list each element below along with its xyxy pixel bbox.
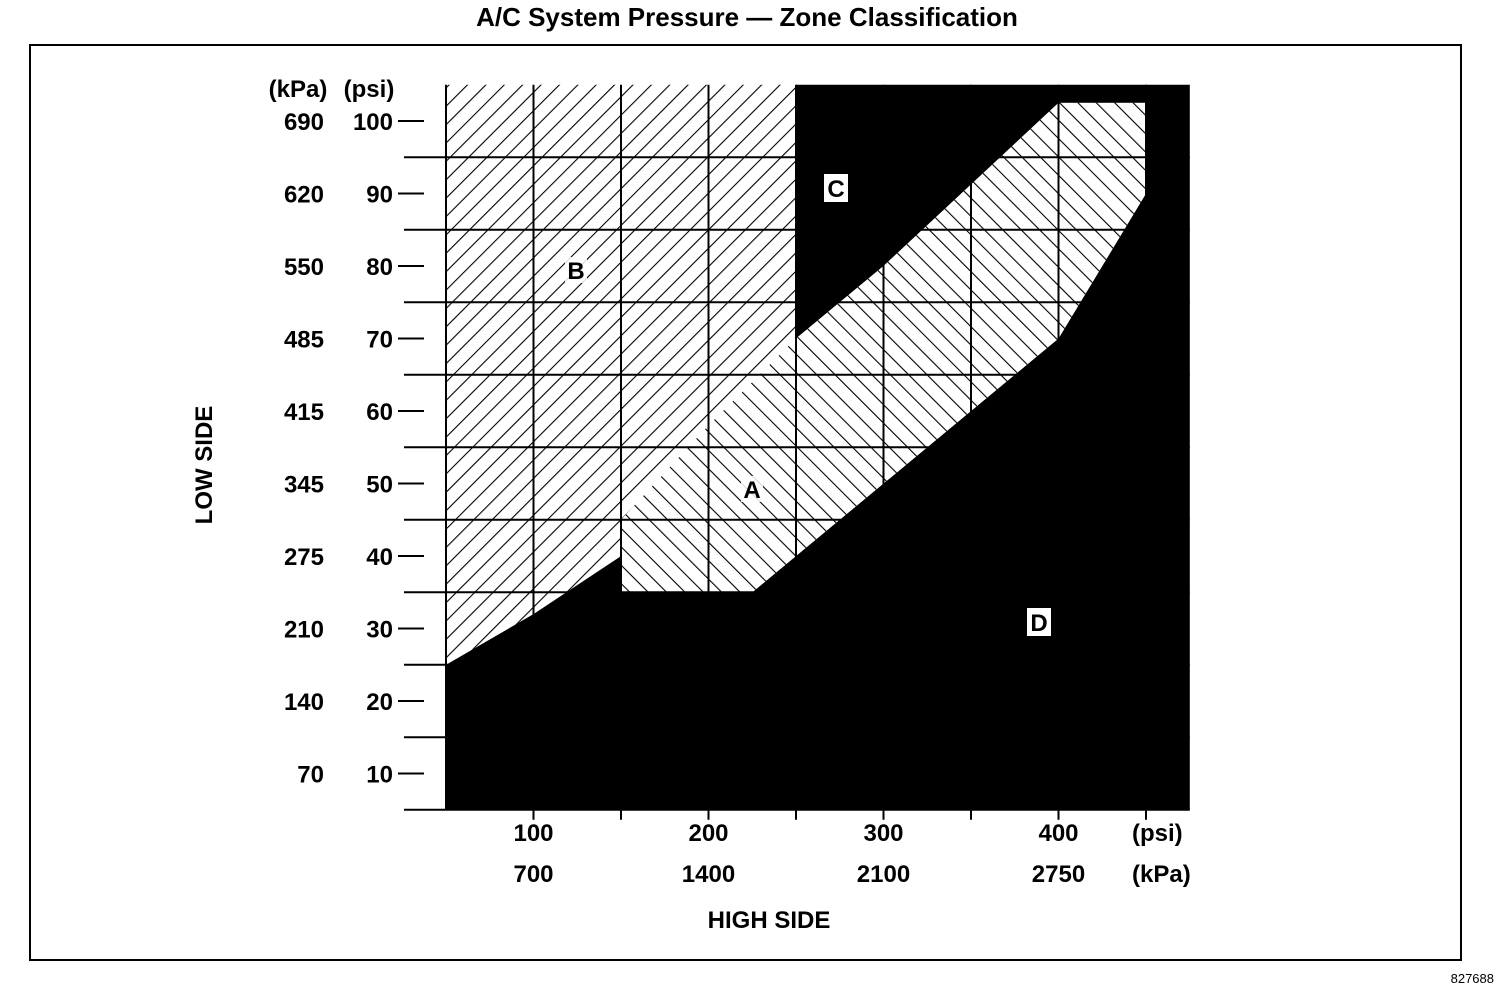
zone-d-label-box (1027, 608, 1051, 636)
x-unit-label-kpa: (kPa) (1132, 861, 1191, 888)
x-tick-label-kpa: 2750 (1032, 861, 1085, 888)
y-tick-label-kpa: 485 (284, 327, 324, 354)
x-tick-label-kpa: 1400 (682, 861, 735, 888)
y-tick-label-psi: 60 (366, 399, 393, 426)
x-tick-label-kpa: 700 (513, 861, 553, 888)
y-tick-label-kpa: 415 (284, 399, 324, 426)
zone-d-label: D (1030, 610, 1047, 637)
y-axis-title: LOW SIDE (191, 406, 218, 525)
y-unit-label-kpa: (kPa) (269, 76, 328, 103)
y-tick-label-kpa: 550 (284, 254, 324, 281)
x-tick-label-psi: 300 (863, 820, 903, 847)
x-tick-label-psi: 200 (688, 820, 728, 847)
zone-b-label-backing (565, 257, 587, 283)
y-tick-label-kpa: 620 (284, 182, 324, 209)
figure-code: 827688 (1450, 971, 1494, 986)
y-tick-label-psi: 80 (366, 254, 393, 281)
chart-title: A/C System Pressure — Zone Classificatio… (476, 2, 1018, 32)
x-tick-label-kpa: 2100 (857, 861, 910, 888)
figure-frame (29, 44, 1462, 961)
y-tick-label-kpa: 345 (284, 472, 324, 499)
zone-a-label: A (743, 477, 760, 504)
y-tick-label-psi: 90 (366, 182, 393, 209)
y-tick-label-kpa: 70 (297, 762, 324, 789)
zone-d-region (446, 84, 1190, 810)
y-tick-label-psi: 100 (353, 109, 393, 136)
zone-c-label: C (827, 176, 844, 203)
y-tick-label-kpa: 210 (284, 617, 324, 644)
y-unit-label-psi: (psi) (344, 76, 395, 103)
y-tick-label-psi: 10 (366, 762, 393, 789)
zone-b-label: B (567, 258, 584, 285)
x-tick-label-psi: 400 (1038, 820, 1078, 847)
x-tick-label-psi: 100 (513, 820, 553, 847)
y-tick-label-kpa: 275 (284, 544, 324, 571)
y-tick-label-psi: 40 (366, 544, 393, 571)
zone-a-label-backing (741, 476, 763, 502)
y-tick-label-psi: 70 (366, 327, 393, 354)
x-unit-label-psi: (psi) (1132, 820, 1183, 847)
y-tick-label-kpa: 140 (284, 689, 324, 716)
zone-c-label-box (824, 174, 848, 202)
y-tick-label-psi: 50 (366, 472, 393, 499)
x-axis-title: HIGH SIDE (708, 907, 831, 934)
y-tick-label-psi: 20 (366, 689, 393, 716)
y-tick-label-kpa: 690 (284, 109, 324, 136)
y-tick-label-psi: 30 (366, 617, 393, 644)
